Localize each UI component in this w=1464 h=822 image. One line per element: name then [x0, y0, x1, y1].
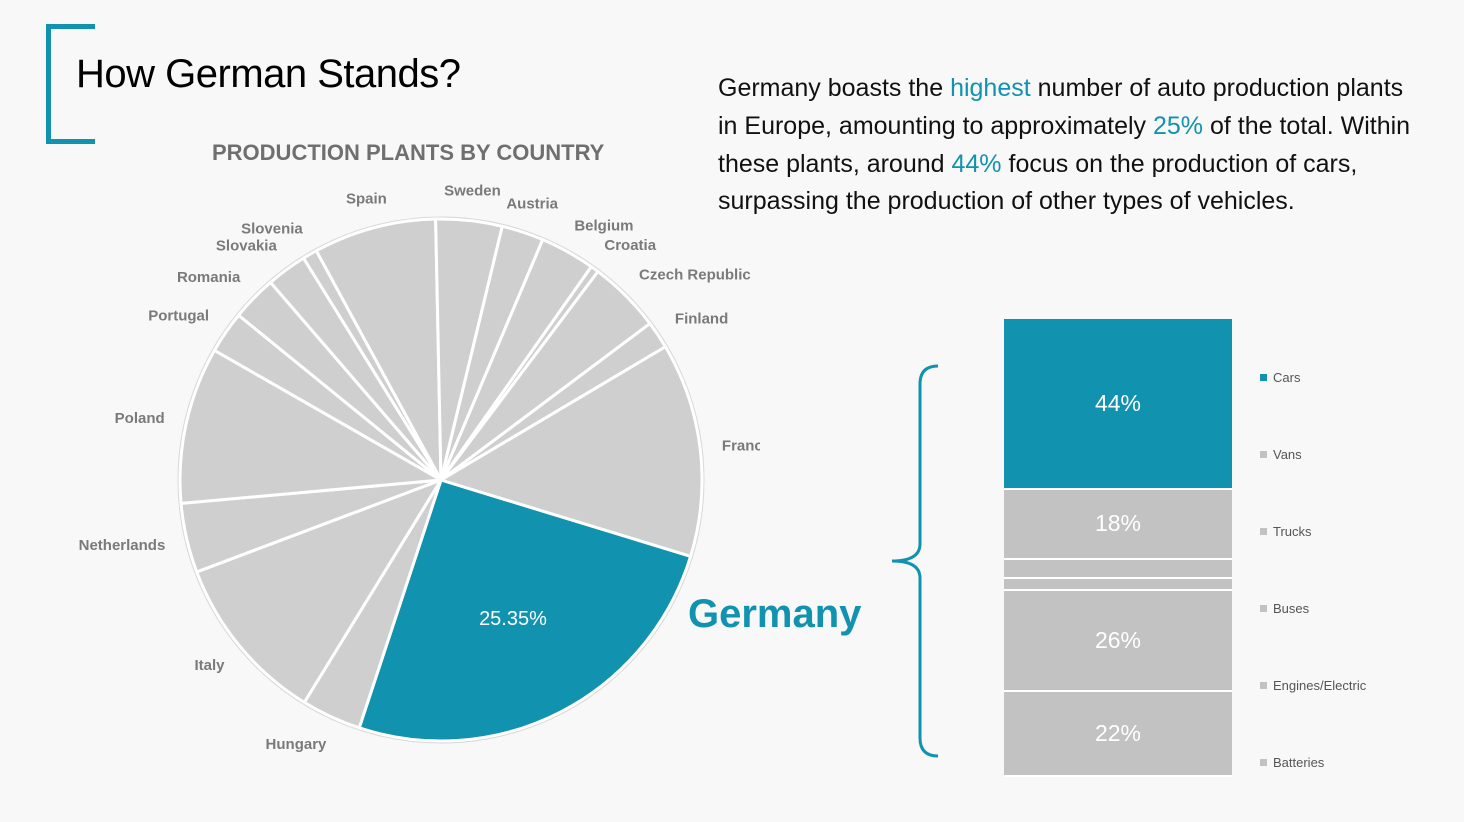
description-part: of the total. Within these plants, aroun… [718, 111, 1411, 178]
bar-segment-engines-electric: 26% [1004, 590, 1232, 692]
pie-category-label: Slovenia [241, 220, 303, 237]
pie-category-label: Croatia [604, 237, 656, 254]
bar-segment-vans: 18% [1004, 489, 1232, 560]
page-title: How German Stands? [76, 52, 461, 96]
stacked-bar-germany: 44% 18% 26% 22% [1004, 319, 1232, 777]
legend-swatch [1260, 451, 1267, 458]
pie-category-label: Spain [346, 191, 387, 208]
pie-slice-france [439, 345, 704, 558]
pie-chart: 25.35% Hungary Italy Netherlands Poland Portu… [79, 183, 760, 753]
bar-segment-cars: 44% [1004, 319, 1232, 490]
bar-data-label: 44% [1094, 389, 1142, 416]
pie-category-label: France [722, 437, 760, 454]
legend-label: Batteries [1273, 755, 1325, 770]
description-part: number of auto production plants in Euro… [718, 74, 1404, 140]
bar-data-label: 18% [1094, 510, 1142, 537]
pie-category-label: Netherlands [79, 537, 166, 554]
pie-category-label: Poland [115, 410, 165, 427]
bar-segment-batteries: 22% [1004, 691, 1232, 777]
pie-category-label: Slovakia [216, 237, 278, 254]
pie-slice-italy [195, 478, 443, 704]
pie-category-label: Italy [195, 657, 226, 674]
legend-label: Cars [1273, 370, 1301, 385]
pie-slice-poland [178, 348, 443, 505]
legend-item: Batteries [1260, 755, 1324, 770]
pie-category-label: Portugal [148, 307, 209, 324]
pie-category-label: Belgium [574, 218, 633, 235]
pie-slice-spain [314, 217, 443, 482]
pie-slice-germany [357, 478, 693, 743]
legend-label: Buses [1273, 601, 1310, 616]
legend-item: Cars [1260, 370, 1300, 385]
pie-category-label: Hungary [266, 736, 328, 753]
description-highlight: highest [950, 74, 1031, 102]
pie-chart-title: PRODUCTION PLANTS BY COUNTRY [212, 140, 605, 165]
description-highlight: 25% [1152, 111, 1204, 140]
description-highlight: 44% [951, 149, 1002, 178]
pie-category-label: Romania [177, 269, 241, 286]
bar-data-label: 22% [1094, 719, 1142, 746]
legend-swatch [1260, 682, 1267, 689]
legend-item: Engines/Electric [1260, 678, 1366, 693]
legend-item: Trucks [1260, 524, 1312, 539]
description-part: Germany boasts the [718, 74, 951, 102]
description-text: Germany boasts the highest number of aut… [718, 70, 1418, 221]
legend-swatch [1260, 528, 1267, 535]
pie-category-label: Sweden [444, 183, 501, 200]
bar-segment-trucks [1004, 559, 1232, 580]
pie-category-label: Finland [675, 310, 728, 327]
bar-segment-buses [1004, 579, 1232, 591]
pie-data-label-germany: 25.35% [479, 608, 547, 630]
brace-decoration [891, 364, 939, 758]
legend-swatch [1260, 374, 1267, 381]
description-part: focus on the production of cars, surpass… [718, 149, 1358, 216]
legend-label: Vans [1273, 447, 1302, 462]
title-bracket-decoration [46, 24, 95, 144]
pie-category-label: Austria [506, 196, 558, 213]
legend-swatch [1260, 605, 1267, 612]
legend-item: Vans [1260, 447, 1302, 462]
legend-label: Trucks [1273, 524, 1312, 539]
pie-category-label: Czech Republic [639, 267, 751, 284]
legend-item: Buses [1260, 601, 1309, 616]
legend-label: Engines/Electric [1273, 678, 1367, 693]
bar-data-label: 26% [1094, 626, 1142, 653]
germany-label: Germany [688, 592, 862, 636]
legend-swatch [1260, 759, 1267, 766]
